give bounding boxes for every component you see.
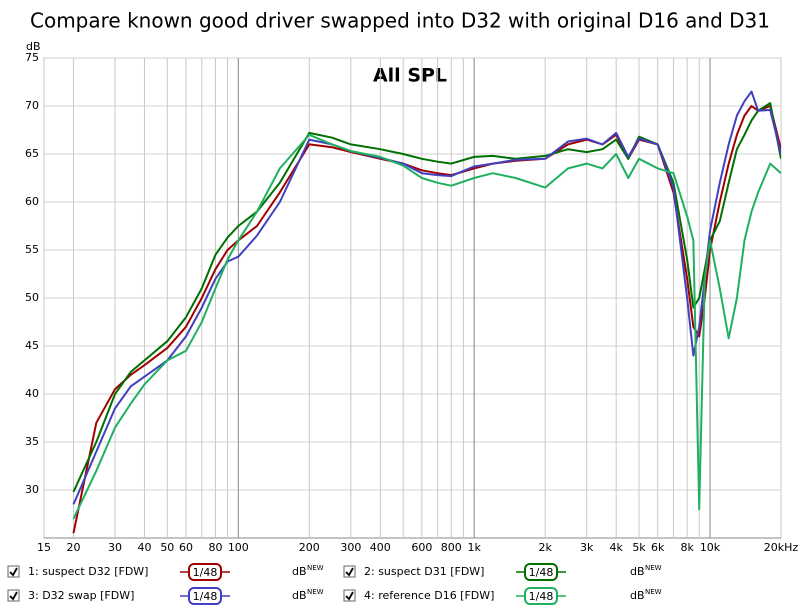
x-tick-label: 6k (651, 541, 665, 554)
x-tick-label: 4k (609, 541, 623, 554)
x-tick-label: 20 (66, 541, 80, 554)
x-tick-label: 400 (370, 541, 391, 554)
legend-unit: dB (630, 589, 645, 602)
x-tick-label: 800 (441, 541, 462, 554)
chart-title: Compare known good driver swapped into D… (30, 9, 770, 33)
legend-unit-tag: NEW (645, 588, 662, 596)
legend-checkbox[interactable] (7, 589, 20, 602)
y-tick-label: 60 (25, 195, 39, 208)
x-tick-label: 50 (160, 541, 174, 554)
y-tick-label: 55 (25, 243, 39, 256)
x-tick-label: 300 (340, 541, 361, 554)
legend-item: 1: suspect D32 [FDW] 1/48 dB NEW (7, 563, 324, 581)
x-tick-label: 10k (700, 541, 721, 554)
x-tick-label: 5k (632, 541, 646, 554)
series-line (72, 102, 781, 493)
series-line (72, 133, 781, 520)
legend-checkmark (345, 567, 354, 577)
legend-checkbox[interactable] (7, 565, 20, 578)
x-tick-label: 100 (228, 541, 249, 554)
legend-smoothing-box[interactable] (524, 563, 558, 581)
legend-checkbox[interactable] (343, 589, 356, 602)
legend-item: 4: reference D16 [FDW] 1/48 dB NEW (343, 587, 662, 605)
legend-unit: dB (292, 565, 307, 578)
x-tick-label: 15 (37, 541, 51, 554)
legend-smoothing: 1/48 (193, 590, 218, 603)
y-tick-label: 75 (25, 51, 39, 64)
series-line (72, 90, 781, 505)
x-tick-label: 2k (538, 541, 552, 554)
legend-smoothing-box[interactable] (188, 587, 222, 605)
legend-label: 1: suspect D32 [FDW] (28, 565, 148, 578)
x-tick-label: 40 (137, 541, 151, 554)
y-tick-label: 65 (25, 147, 39, 160)
legend-unit-tag: NEW (307, 564, 324, 572)
y-tick-label: 30 (25, 483, 39, 496)
legend-smoothing: 1/48 (529, 590, 554, 603)
legend-smoothing-box[interactable] (524, 587, 558, 605)
legend-checkbox[interactable] (343, 565, 356, 578)
legend-item: 3: D32 swap [FDW] 1/48 dB NEW (7, 587, 324, 605)
legend-checkmark (9, 567, 18, 577)
x-tick-label: 60 (179, 541, 193, 554)
legend-smoothing: 1/48 (193, 566, 218, 579)
y-tick-label: 70 (25, 99, 39, 112)
y-axis-label: dB (26, 40, 41, 53)
x-tick-label: 20kHz (764, 541, 799, 554)
legend-item: 2: suspect D31 [FDW] 1/48 dB NEW (343, 563, 662, 581)
y-tick-label: 35 (25, 435, 39, 448)
legend-unit-tag: NEW (645, 564, 662, 572)
legend-unit: dB (292, 589, 307, 602)
legend-checkmark (345, 591, 354, 601)
legend-checkmark (9, 591, 18, 601)
legend-label: 3: D32 swap [FDW] (28, 589, 134, 602)
x-tick-label: 30 (108, 541, 122, 554)
legend-smoothing-box[interactable] (188, 563, 222, 581)
legend-label: 2: suspect D31 [FDW] (364, 565, 484, 578)
y-tick-label: 40 (25, 387, 39, 400)
y-tick-label: 50 (25, 291, 39, 304)
x-tick-label: 200 (299, 541, 320, 554)
x-tick-label: 1k (467, 541, 481, 554)
legend-unit: dB (630, 565, 645, 578)
legend-label: 4: reference D16 [FDW] (364, 589, 494, 602)
y-tick-label: 45 (25, 339, 39, 352)
legend-unit-tag: NEW (307, 588, 324, 596)
x-tick-label: 3k (580, 541, 594, 554)
annotation: All SPL (373, 65, 447, 87)
x-tick-label: 80 (208, 541, 222, 554)
x-tick-label: 600 (411, 541, 432, 554)
legend-smoothing: 1/48 (529, 566, 554, 579)
x-tick-label: 8k (680, 541, 694, 554)
